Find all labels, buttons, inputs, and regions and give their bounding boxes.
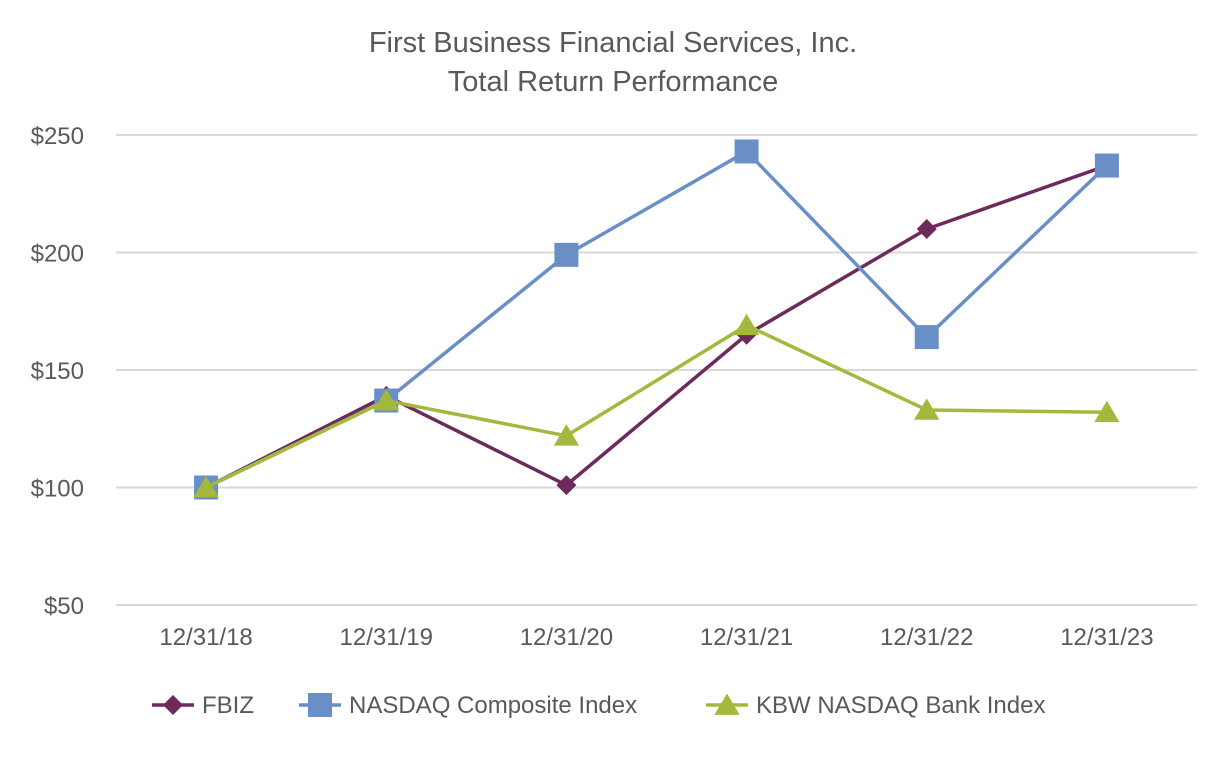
chart-title-line-2: Total Return Performance	[448, 66, 778, 98]
legend: FBIZ NASDAQ Composite Index KBW NASDAQ Ban…	[152, 692, 1045, 719]
legend-marker	[308, 693, 332, 717]
x-tick-label: 12/31/19	[340, 624, 433, 651]
data-point-square	[1094, 153, 1119, 178]
y-tick-label: $150	[31, 358, 84, 385]
chart-title: First Business Financial Services, Inc. …	[369, 27, 857, 98]
chart-title-line-1: First Business Financial Services, Inc.	[369, 27, 857, 59]
y-axis: $50 $100 $150 $200 $250	[31, 123, 84, 620]
x-tick-label: 12/31/18	[159, 624, 252, 651]
series-line-kbw-nasdaq-bank-index	[205, 323, 1107, 490]
legend-marker	[163, 695, 183, 715]
y-tick-label: $250	[31, 123, 84, 150]
data-point-triangle	[553, 424, 580, 446]
series-line-fbiz	[205, 163, 1108, 490]
data-point-triangle	[1094, 400, 1120, 423]
data-point-triangle	[373, 389, 399, 411]
data-point-triangle	[193, 475, 219, 498]
x-tick-label: 12/31/21	[700, 624, 793, 651]
data-point-square	[734, 139, 759, 164]
gridlines	[116, 134, 1197, 606]
legend-marker	[714, 693, 740, 715]
y-tick-label: $50	[44, 593, 84, 620]
data-point-square	[914, 325, 939, 350]
legend-item-nasdaq-composite-index: NASDAQ Composite Index	[299, 692, 637, 719]
legend-item-kbw-nasdaq-bank-index: KBW NASDAQ Bank Index	[706, 692, 1045, 719]
data-point-triangle	[733, 313, 760, 336]
y-tick-label: $200	[31, 241, 84, 268]
data-point-square	[554, 242, 579, 267]
data-point-diamond	[916, 219, 937, 239]
x-tick-label: 12/31/22	[880, 624, 973, 651]
series-layer	[193, 139, 1120, 500]
series-line-nasdaq-composite-index	[205, 149, 1109, 490]
x-axis: 12/31/18 12/31/19 12/31/20 12/31/21 12/31/22…	[159, 624, 1153, 651]
y-tick-label: $100	[31, 476, 84, 503]
legend-item-fbiz: FBIZ	[152, 692, 254, 719]
x-tick-label: 12/31/23	[1060, 624, 1153, 651]
data-point-diamond	[556, 475, 577, 496]
data-point-triangle	[914, 398, 940, 420]
legend-label: NASDAQ Composite Index	[349, 692, 637, 719]
x-tick-label: 12/31/20	[520, 624, 613, 651]
legend-label: KBW NASDAQ Bank Index	[756, 692, 1045, 719]
legend-label: FBIZ	[202, 692, 254, 719]
